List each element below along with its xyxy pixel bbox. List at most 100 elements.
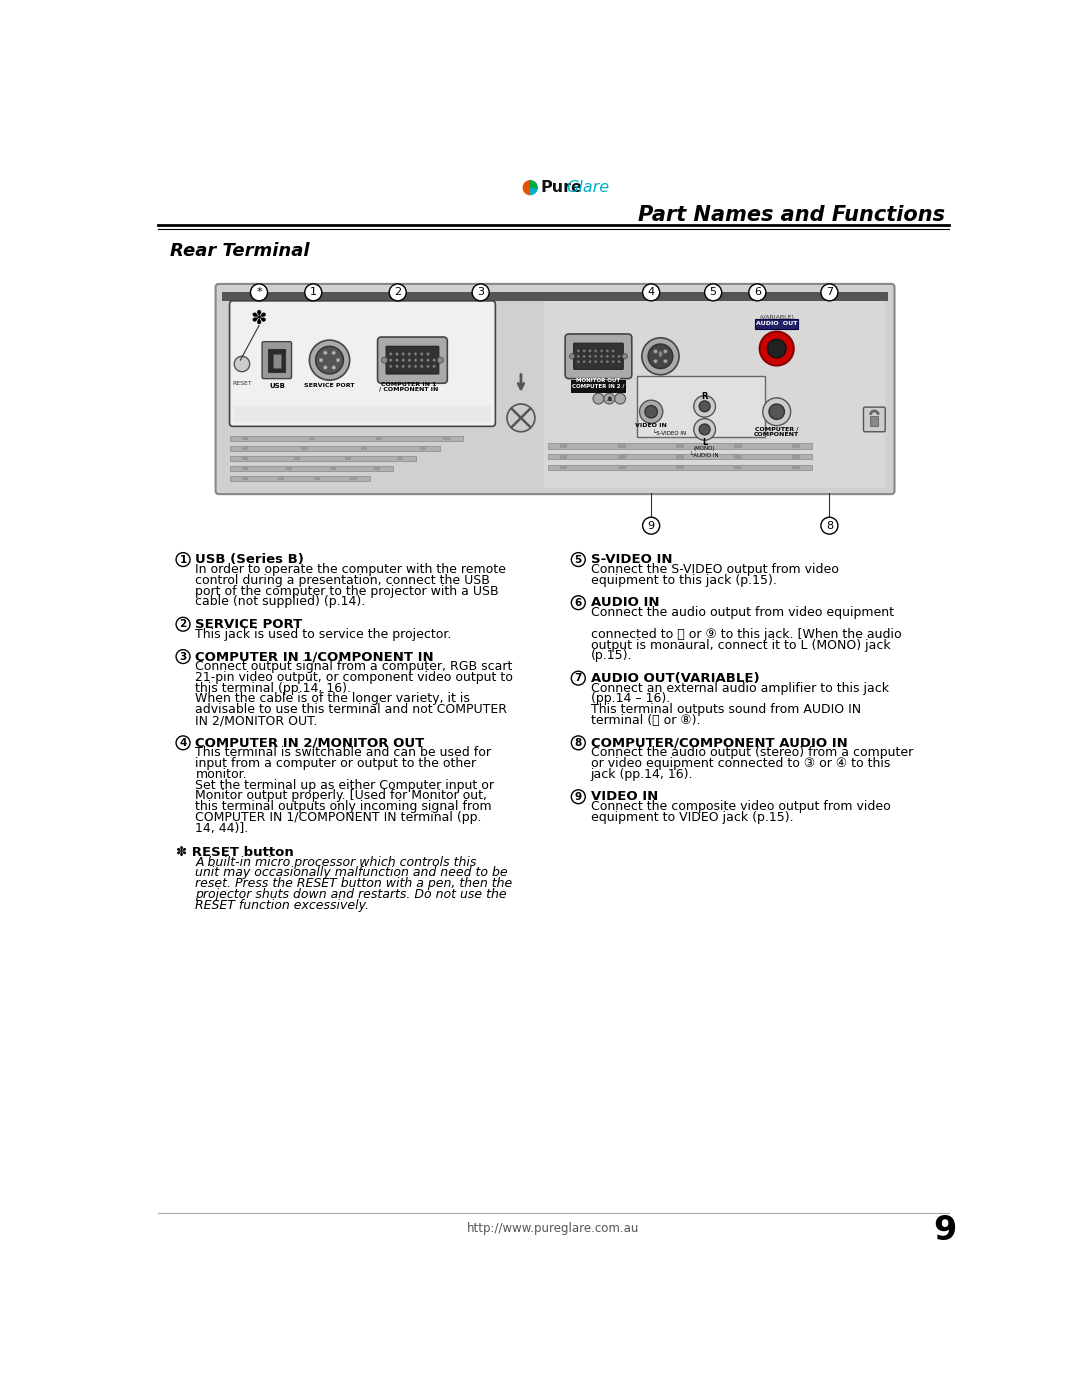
Text: ▼: ▼ bbox=[608, 398, 612, 402]
Circle shape bbox=[693, 395, 715, 418]
Text: Connect the audio output from video equipment: Connect the audio output from video equi… bbox=[591, 606, 894, 619]
Circle shape bbox=[612, 349, 615, 352]
Text: 8: 8 bbox=[575, 738, 582, 747]
Text: Set the terminal up as either Computer input or: Set the terminal up as either Computer i… bbox=[195, 778, 495, 792]
Circle shape bbox=[176, 553, 190, 567]
Bar bbox=[350, 476, 356, 481]
Text: Monitor output properly. [Used for Monitor out,: Monitor output properly. [Used for Monit… bbox=[195, 789, 487, 802]
Circle shape bbox=[571, 671, 585, 685]
Circle shape bbox=[600, 360, 603, 363]
Circle shape bbox=[402, 365, 405, 367]
Text: *: * bbox=[256, 288, 261, 298]
Bar bbox=[221, 292, 888, 300]
Text: Connect the composite video output from video: Connect the composite video output from … bbox=[591, 800, 890, 813]
Text: Part Names and Functions: Part Names and Functions bbox=[638, 205, 945, 225]
Bar bbox=[734, 465, 742, 469]
Circle shape bbox=[571, 595, 585, 609]
Bar bbox=[618, 444, 625, 448]
Text: connected to ⓤ or ⑨ to this jack. [When the audio: connected to ⓤ or ⑨ to this jack. [When … bbox=[591, 627, 902, 641]
Text: 1: 1 bbox=[310, 288, 316, 298]
Text: USB: USB bbox=[269, 383, 285, 388]
Bar bbox=[755, 319, 798, 330]
Circle shape bbox=[821, 284, 838, 300]
Circle shape bbox=[390, 365, 392, 367]
Circle shape bbox=[319, 358, 323, 362]
Circle shape bbox=[414, 359, 417, 362]
Text: unit may occasionally malfunction and need to be: unit may occasionally malfunction and ne… bbox=[195, 866, 508, 880]
Bar bbox=[676, 465, 684, 469]
Bar bbox=[559, 444, 567, 448]
Text: COMPONENT: COMPONENT bbox=[754, 432, 799, 437]
Text: 21-pin video output, or component video output to: 21-pin video output, or component video … bbox=[195, 671, 513, 685]
Text: 14, 44)].: 14, 44)]. bbox=[195, 821, 248, 835]
Circle shape bbox=[639, 400, 663, 423]
Circle shape bbox=[507, 404, 535, 432]
Text: AUDIO  OUT: AUDIO OUT bbox=[756, 321, 797, 327]
Text: Glare: Glare bbox=[566, 180, 609, 196]
Bar bbox=[618, 465, 625, 469]
Bar bbox=[420, 447, 427, 450]
Bar bbox=[314, 476, 321, 481]
Circle shape bbox=[427, 352, 430, 355]
Text: input from a computer or output to the other: input from a computer or output to the o… bbox=[195, 757, 476, 770]
Text: MONITOR OUT: MONITOR OUT bbox=[577, 377, 621, 383]
Circle shape bbox=[606, 355, 609, 358]
Text: 9: 9 bbox=[933, 1214, 957, 1246]
FancyBboxPatch shape bbox=[378, 337, 447, 383]
Text: COMPUTER IN 1/COMPONENT IN terminal (pp.: COMPUTER IN 1/COMPONENT IN terminal (pp. bbox=[195, 812, 482, 824]
Bar bbox=[242, 447, 248, 450]
Circle shape bbox=[768, 339, 786, 358]
Circle shape bbox=[600, 355, 603, 358]
Bar bbox=[301, 447, 308, 450]
Circle shape bbox=[402, 352, 405, 355]
Text: 8: 8 bbox=[826, 521, 833, 531]
Circle shape bbox=[176, 736, 190, 750]
Text: / COMPONENT IN: / COMPONENT IN bbox=[379, 387, 438, 393]
Text: projector shuts down and restarts. Do not use the: projector shuts down and restarts. Do no… bbox=[195, 888, 508, 901]
Bar bbox=[230, 475, 369, 481]
Circle shape bbox=[332, 351, 336, 355]
Bar bbox=[346, 457, 351, 460]
Bar bbox=[279, 476, 284, 481]
Text: This jack is used to service the projector.: This jack is used to service the project… bbox=[195, 627, 451, 641]
FancyBboxPatch shape bbox=[230, 300, 496, 426]
Circle shape bbox=[612, 355, 615, 358]
Wedge shape bbox=[524, 180, 530, 194]
Wedge shape bbox=[530, 187, 537, 194]
Circle shape bbox=[389, 284, 406, 300]
Text: jack (pp.14, 16).: jack (pp.14, 16). bbox=[591, 768, 693, 781]
Text: └S-VIDEO IN: └S-VIDEO IN bbox=[653, 429, 687, 436]
Bar bbox=[397, 457, 403, 460]
Circle shape bbox=[427, 359, 430, 362]
Circle shape bbox=[589, 355, 591, 358]
Text: Rear Terminal: Rear Terminal bbox=[170, 242, 309, 260]
Bar bbox=[376, 436, 382, 440]
Bar bbox=[361, 447, 367, 450]
Circle shape bbox=[762, 398, 791, 426]
Bar bbox=[444, 436, 449, 440]
Text: USB (Series B): USB (Series B) bbox=[195, 553, 305, 566]
Circle shape bbox=[594, 349, 597, 352]
Circle shape bbox=[583, 349, 585, 352]
Text: R: R bbox=[701, 391, 707, 401]
Circle shape bbox=[759, 331, 794, 366]
FancyBboxPatch shape bbox=[262, 342, 292, 379]
Text: (p.15).: (p.15). bbox=[591, 650, 632, 662]
Bar bbox=[273, 353, 281, 367]
Bar bbox=[676, 444, 684, 448]
Bar bbox=[548, 465, 811, 471]
Text: monitor.: monitor. bbox=[195, 768, 247, 781]
Text: COMPUTER IN 2 /: COMPUTER IN 2 / bbox=[572, 384, 624, 388]
Circle shape bbox=[704, 284, 721, 300]
Text: ✽: ✽ bbox=[251, 309, 267, 327]
Text: (pp.14 – 16).: (pp.14 – 16). bbox=[591, 693, 670, 705]
Text: Connect an external audio amplifier to this jack: Connect an external audio amplifier to t… bbox=[591, 682, 889, 694]
Circle shape bbox=[381, 358, 388, 363]
Circle shape bbox=[653, 359, 658, 363]
Circle shape bbox=[414, 365, 417, 367]
Text: 1: 1 bbox=[179, 555, 187, 564]
Wedge shape bbox=[530, 180, 537, 187]
Text: 6: 6 bbox=[754, 288, 760, 298]
Text: Pure: Pure bbox=[540, 180, 582, 196]
Bar bbox=[230, 455, 416, 461]
